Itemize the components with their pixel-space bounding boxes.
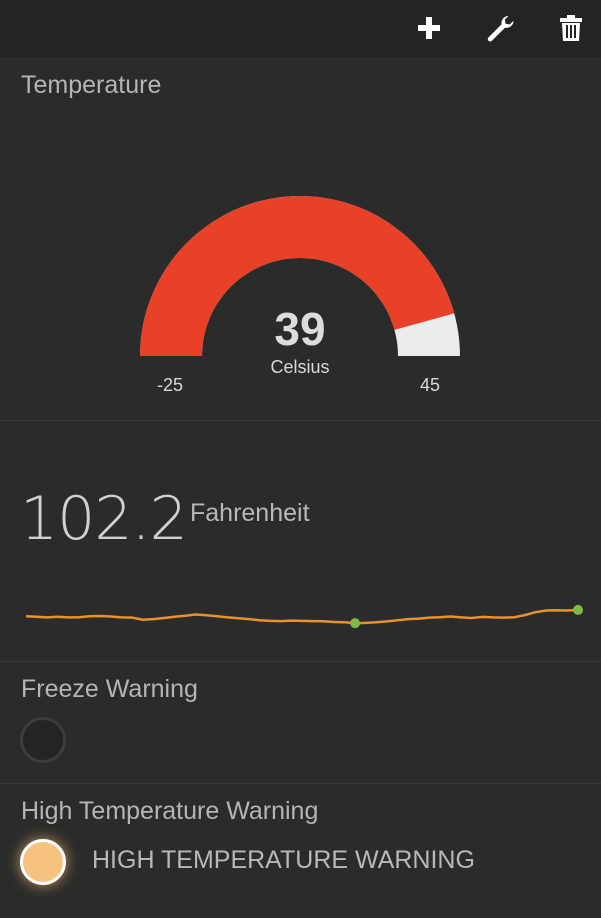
fahrenheit-value: 102.2 [20, 484, 188, 554]
wrench-icon[interactable] [484, 12, 516, 44]
high-temp-warning-light [20, 839, 66, 885]
sparkline-min-marker [350, 618, 361, 629]
freeze-warning-light [20, 717, 66, 763]
section-divider [0, 783, 601, 784]
plus-icon[interactable] [413, 12, 445, 44]
fahrenheit-unit: Fahrenheit [190, 499, 310, 527]
gauge-value: 39 [274, 303, 326, 355]
high-temp-warning-label: HIGH TEMPERATURE WARNING [92, 846, 475, 874]
gauge-min-label: -25 [156, 375, 183, 395]
freeze-warning-title: Freeze Warning [21, 675, 198, 703]
fahrenheit-sparkline [25, 604, 583, 629]
section-divider [0, 661, 601, 662]
gauge-fill [140, 195, 455, 356]
gauge-unit: Celsius [270, 357, 330, 377]
gauge-max-label: 45 [419, 375, 441, 395]
sparkline-line [25, 608, 579, 625]
trash-icon[interactable] [555, 12, 587, 44]
temperature-gauge [140, 195, 460, 356]
toolbar [0, 0, 601, 57]
section-divider [0, 420, 601, 421]
temperature-title: Temperature [21, 71, 162, 99]
high-temp-warning-title: High Temperature Warning [21, 797, 319, 825]
sparkline-last-marker [573, 604, 583, 615]
